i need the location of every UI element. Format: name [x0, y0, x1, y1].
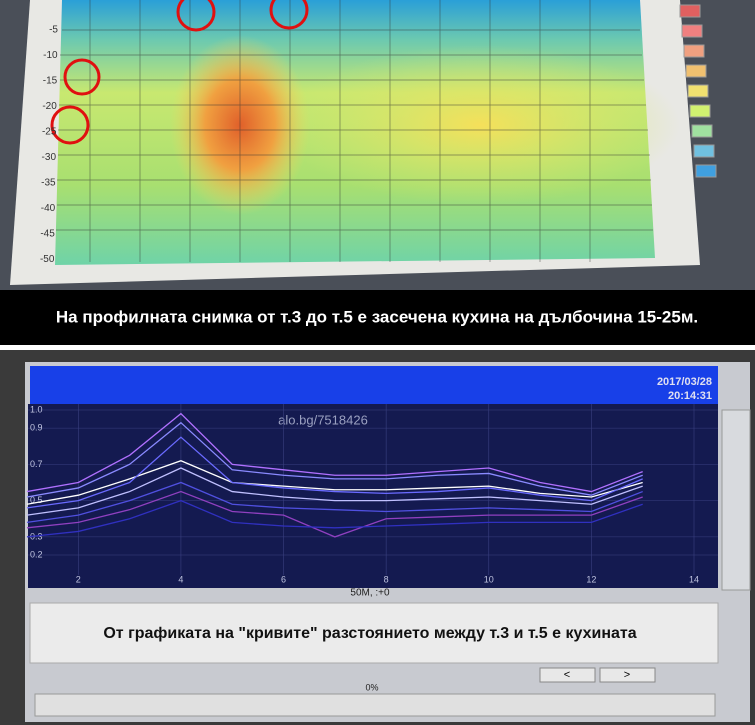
x-tick-label: 2 — [76, 574, 81, 584]
caption: На профилната снимка от т.3 до т.5 е зас… — [56, 307, 698, 326]
x-tick-label: 12 — [586, 574, 596, 584]
contour-zone — [280, 45, 680, 205]
depth-labels: -5 -10 -15 -20 -25 -30 -35 -40 -45 -50 — [40, 25, 58, 266]
depth-label: -25 — [42, 127, 57, 138]
depth-label: -30 — [42, 152, 57, 163]
curve — [26, 436, 643, 509]
next-label: > — [624, 669, 630, 681]
depth-label: -45 — [40, 229, 55, 240]
x-tick-label: 14 — [689, 574, 699, 584]
y-tick-label: 0.5 — [30, 495, 43, 505]
curve — [26, 421, 643, 498]
depth-label: -5 — [49, 25, 58, 36]
curve — [26, 490, 643, 538]
header-bar — [30, 366, 718, 404]
date: 2017/03/28 — [657, 376, 712, 388]
caption-bar — [0, 290, 755, 345]
y-tick-label: 1.0 — [30, 404, 43, 414]
depth-label: -20 — [42, 101, 57, 112]
curve — [26, 412, 643, 493]
time: 20:14:31 — [668, 390, 712, 402]
x-tick-label: 8 — [384, 574, 389, 584]
progress-label: 0% — [365, 682, 378, 692]
y-tick-label: 0.7 — [30, 459, 43, 469]
depth-label: -50 — [40, 254, 55, 265]
prev-button[interactable] — [539, 667, 596, 683]
curve — [26, 481, 643, 524]
grid — [56, 0, 653, 262]
next-button[interactable] — [599, 667, 656, 683]
depth-label: -35 — [41, 178, 56, 189]
x-tick-label: 4 — [178, 574, 183, 584]
y-tick-label: 0.9 — [30, 423, 43, 433]
curve — [26, 460, 643, 505]
color-legend — [679, 4, 717, 178]
curve — [26, 499, 643, 538]
status: 50M, :+0 — [350, 588, 390, 599]
watermark: alo.bg/7518426 — [278, 412, 368, 427]
caption-box — [29, 602, 719, 664]
depth-label: -40 — [41, 203, 56, 214]
depth-label: -15 — [43, 76, 58, 87]
x-tick-label: 6 — [281, 574, 286, 584]
depth-label: -10 — [43, 50, 58, 61]
y-tick-label: 0.2 — [30, 549, 43, 559]
highlight-circles — [50, 0, 309, 145]
caption: От графиката на "кривите" разстоянието м… — [103, 625, 636, 642]
plot: 1.00.90.70.50.30.22 4 6 8 10 12 14 — [26, 404, 718, 584]
side-buttons — [721, 409, 751, 591]
curve — [26, 467, 643, 516]
prev-label: < — [564, 669, 570, 681]
progress-bar — [34, 693, 716, 717]
x-tick-label: 10 — [484, 574, 494, 584]
